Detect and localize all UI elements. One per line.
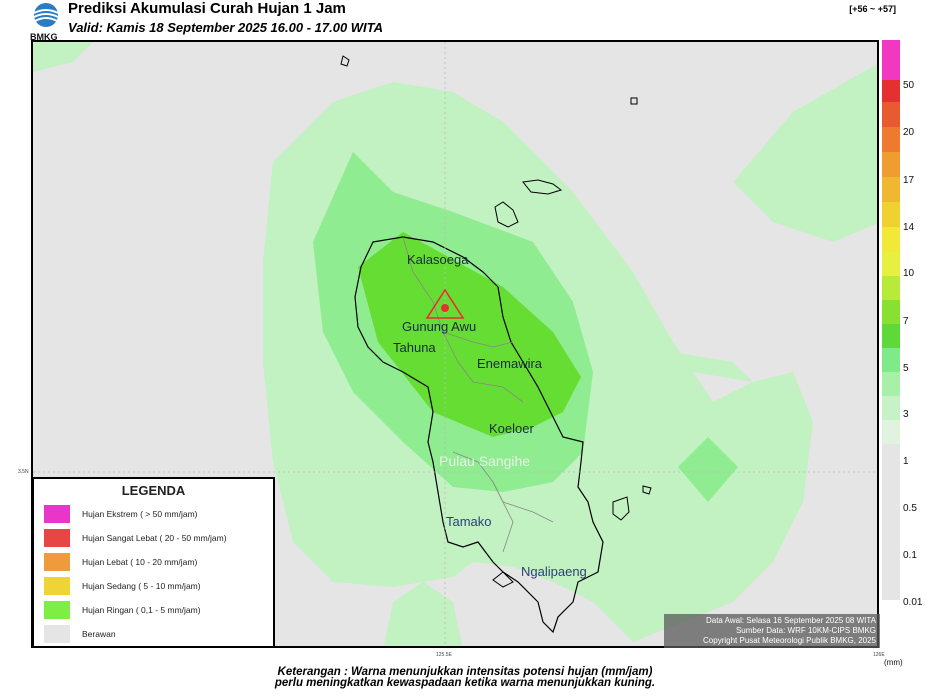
place-pulau-sangihe: Pulau Sangihe xyxy=(439,453,531,469)
scale-tick: 10 xyxy=(903,268,915,279)
rain-zone-core xyxy=(358,232,581,437)
rainfall-map[interactable]: Kalasoega Gunung Awu Tahuna Enemawira Ko… xyxy=(31,40,879,648)
scale-unit: (mm) xyxy=(884,658,903,667)
scale-tick: 1 xyxy=(903,456,909,467)
island-outline xyxy=(354,236,604,634)
legend-item: Hujan Sangat Lebat ( 20 - 50 mm/jam) xyxy=(44,529,227,547)
place-ngalipaeng: Ngalipaeng xyxy=(521,564,587,579)
place-tahuna: Tahuna xyxy=(393,340,436,355)
logo-text: BMKG xyxy=(30,32,58,42)
legend-box: LEGENDA Hujan Ekstrem ( > 50 mm/jam) Huj… xyxy=(32,477,275,648)
legend-item: Berawan xyxy=(44,625,116,643)
scale-tick: 17 xyxy=(903,175,915,186)
scale-tick: 20 xyxy=(903,127,915,138)
volcano-triangle-icon[interactable] xyxy=(425,288,465,319)
rain-zone-light xyxy=(733,64,877,242)
coordinate-range: [+56 ~ +57] xyxy=(849,4,896,14)
scale-tick: 0.1 xyxy=(903,550,917,561)
page-title: Prediksi Akumulasi Curah Hujan 1 Jam xyxy=(68,0,346,17)
scale-tick: 0.5 xyxy=(903,503,917,514)
place-koeloer: Koeloer xyxy=(489,421,534,436)
legend-item: Hujan Lebat ( 10 - 20 mm/jam) xyxy=(44,553,197,571)
scale-tick: 14 xyxy=(903,222,915,233)
footer-note: Keterangan : Warna menunjukkan intensita… xyxy=(0,666,930,689)
rain-zone-light xyxy=(383,582,463,646)
info-line: Sumber Data: WRF 10KM-CIPS BMKG xyxy=(735,626,876,635)
bmkg-logo: BMKG xyxy=(30,2,66,42)
scale-tick: 5 xyxy=(903,363,909,374)
map-canvas xyxy=(33,42,877,646)
footer-line: perlu meningkatkan kewaspadaan ketika wa… xyxy=(274,677,656,689)
place-kalasoega: Kalasoega xyxy=(407,252,469,267)
legend-item: Hujan Ringan ( 0,1 - 5 mm/jam) xyxy=(44,601,201,619)
valid-time: Valid: Kamis 18 September 2025 16.00 - 1… xyxy=(68,20,384,35)
color-scale xyxy=(882,40,900,600)
place-enemawira: Enemawira xyxy=(477,356,543,371)
scale-tick: 7 xyxy=(903,316,909,327)
place-tamako: Tamako xyxy=(446,514,492,529)
info-line: Data Awal: Selasa 16 September 2025 08 W… xyxy=(705,616,876,625)
legend-title: LEGENDA xyxy=(121,483,186,498)
legend-item: Hujan Sedang ( 5 - 10 mm/jam) xyxy=(44,577,201,595)
data-info-box: Data Awal: Selasa 16 September 2025 08 W… xyxy=(664,614,880,648)
footer-line: Keterangan : Warna menunjukkan intensita… xyxy=(277,666,653,678)
scale-tick: 0.01 xyxy=(903,597,923,608)
lon-label: 125.5E xyxy=(436,652,452,658)
scale-tick: 50 xyxy=(903,80,915,91)
lat-label: 3.5N xyxy=(18,469,29,475)
rain-zone-light xyxy=(33,42,93,72)
lon-label: 126E xyxy=(873,652,885,658)
place-gunung-awu: Gunung Awu xyxy=(402,319,477,334)
scale-tick: 3 xyxy=(903,409,909,420)
legend-item: Hujan Ekstrem ( > 50 mm/jam) xyxy=(44,505,198,523)
info-line: Copyright Pusat Meteorologi Publik BMKG,… xyxy=(703,636,876,645)
rain-zone-mid xyxy=(678,437,738,502)
